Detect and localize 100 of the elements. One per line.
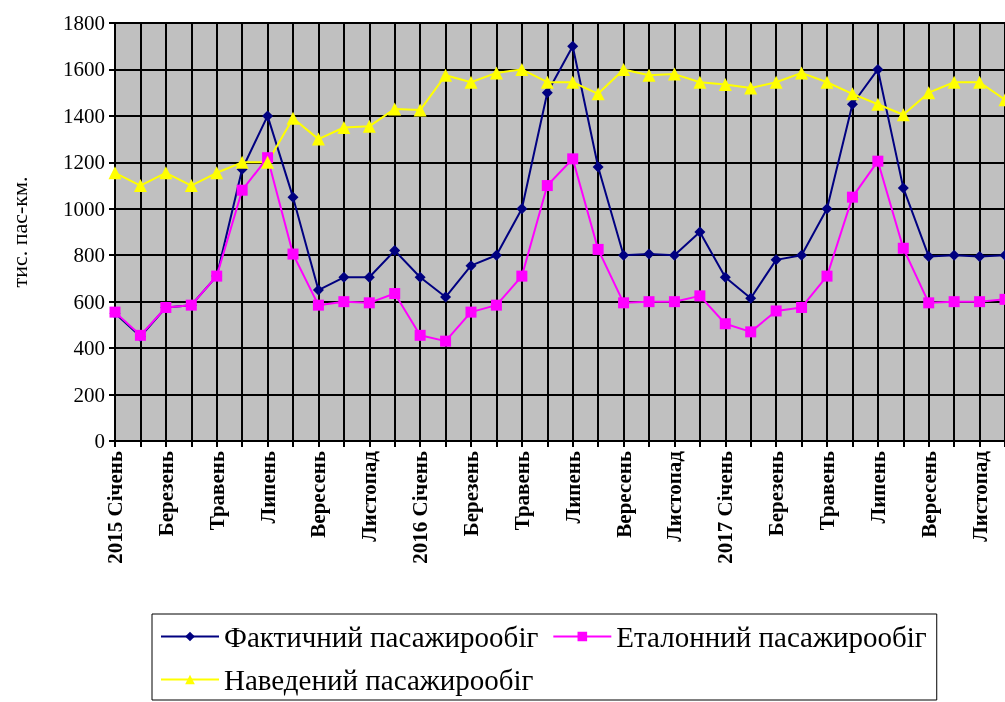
x-tick-label: Липень xyxy=(865,451,890,524)
point xyxy=(693,75,707,89)
point xyxy=(133,179,147,193)
point xyxy=(923,297,935,309)
point xyxy=(922,86,936,100)
x-tick-label: Травень xyxy=(509,451,534,531)
legend-label: Фактичний пасажирообіг xyxy=(224,620,539,653)
point xyxy=(287,248,299,260)
point xyxy=(694,226,706,238)
point xyxy=(896,108,910,122)
point xyxy=(440,291,452,303)
y-axis-title: тис. пас-км. xyxy=(6,176,32,288)
point xyxy=(312,284,324,296)
point xyxy=(642,68,656,82)
y-tick-label: 0 xyxy=(94,429,105,453)
point xyxy=(413,103,427,117)
x-tick-label: Вересень xyxy=(611,451,636,538)
point xyxy=(108,166,122,180)
point xyxy=(516,270,528,282)
point xyxy=(489,66,503,80)
point xyxy=(414,329,426,341)
point xyxy=(540,75,554,89)
point xyxy=(567,40,579,52)
legend-label: Наведений пасажирообіг xyxy=(224,663,534,696)
x-tick-label: Вересень xyxy=(306,451,331,538)
x-tick-label: Листопад xyxy=(662,450,687,542)
point xyxy=(694,290,706,302)
x-tick-label: Листопад xyxy=(357,450,382,542)
point xyxy=(465,306,477,318)
point xyxy=(667,67,681,81)
point xyxy=(210,166,224,180)
y-tick-label: 1400 xyxy=(63,103,105,128)
point xyxy=(718,78,732,92)
point xyxy=(311,132,325,146)
point xyxy=(745,326,757,338)
point xyxy=(566,75,580,89)
x-tick-label: 2017 Січень xyxy=(713,451,738,564)
legend-label: Еталонний пасажирообіг xyxy=(616,620,927,653)
point xyxy=(618,297,630,309)
point xyxy=(261,155,275,169)
point xyxy=(439,68,453,82)
x-tick-label: Липень xyxy=(560,451,585,524)
point xyxy=(541,87,553,99)
point xyxy=(796,249,808,261)
point xyxy=(796,301,808,313)
point xyxy=(516,203,528,215)
point xyxy=(592,161,604,173)
x-tick-label: Листопад xyxy=(967,450,992,542)
point xyxy=(235,155,249,169)
point xyxy=(414,271,426,283)
point xyxy=(871,97,885,111)
point xyxy=(515,62,529,76)
point xyxy=(184,179,198,193)
point xyxy=(618,249,630,261)
point xyxy=(719,318,731,330)
x-tick-label: Вересень xyxy=(916,451,941,538)
point xyxy=(567,153,579,165)
point xyxy=(795,66,809,80)
point xyxy=(363,297,375,309)
point xyxy=(465,260,477,272)
point xyxy=(872,155,884,167)
y-tick-label: 400 xyxy=(73,336,105,361)
point xyxy=(362,119,376,133)
point xyxy=(821,270,833,282)
point xyxy=(617,62,631,76)
x-tick-label: Липень xyxy=(255,451,280,524)
point xyxy=(337,121,351,134)
point xyxy=(389,288,401,300)
point xyxy=(389,245,401,257)
point xyxy=(464,75,478,89)
point xyxy=(338,271,350,283)
x-tick-label: Березень xyxy=(764,451,789,537)
point xyxy=(821,203,833,215)
point xyxy=(286,111,300,125)
point xyxy=(643,248,655,260)
y-tick-label: 1600 xyxy=(63,57,105,82)
point xyxy=(338,296,350,308)
point xyxy=(440,335,452,347)
point xyxy=(388,102,402,116)
point xyxy=(745,292,757,304)
point xyxy=(719,271,731,283)
point xyxy=(923,250,935,262)
y-tick-label: 200 xyxy=(73,382,105,407)
point xyxy=(490,299,502,311)
point xyxy=(947,75,961,89)
point xyxy=(159,166,173,180)
point xyxy=(643,296,655,308)
point xyxy=(948,296,960,308)
point xyxy=(541,180,553,192)
x-tick-label: Травень xyxy=(204,451,229,531)
point xyxy=(973,75,987,89)
point xyxy=(592,243,604,255)
point xyxy=(668,249,680,261)
point xyxy=(897,242,909,254)
x-tick-label: Березень xyxy=(459,451,483,537)
point xyxy=(363,271,375,283)
point xyxy=(744,81,758,95)
y-tick-label: 1800 xyxy=(63,11,105,35)
y-tick-label: 800 xyxy=(73,243,105,268)
point xyxy=(820,75,834,89)
